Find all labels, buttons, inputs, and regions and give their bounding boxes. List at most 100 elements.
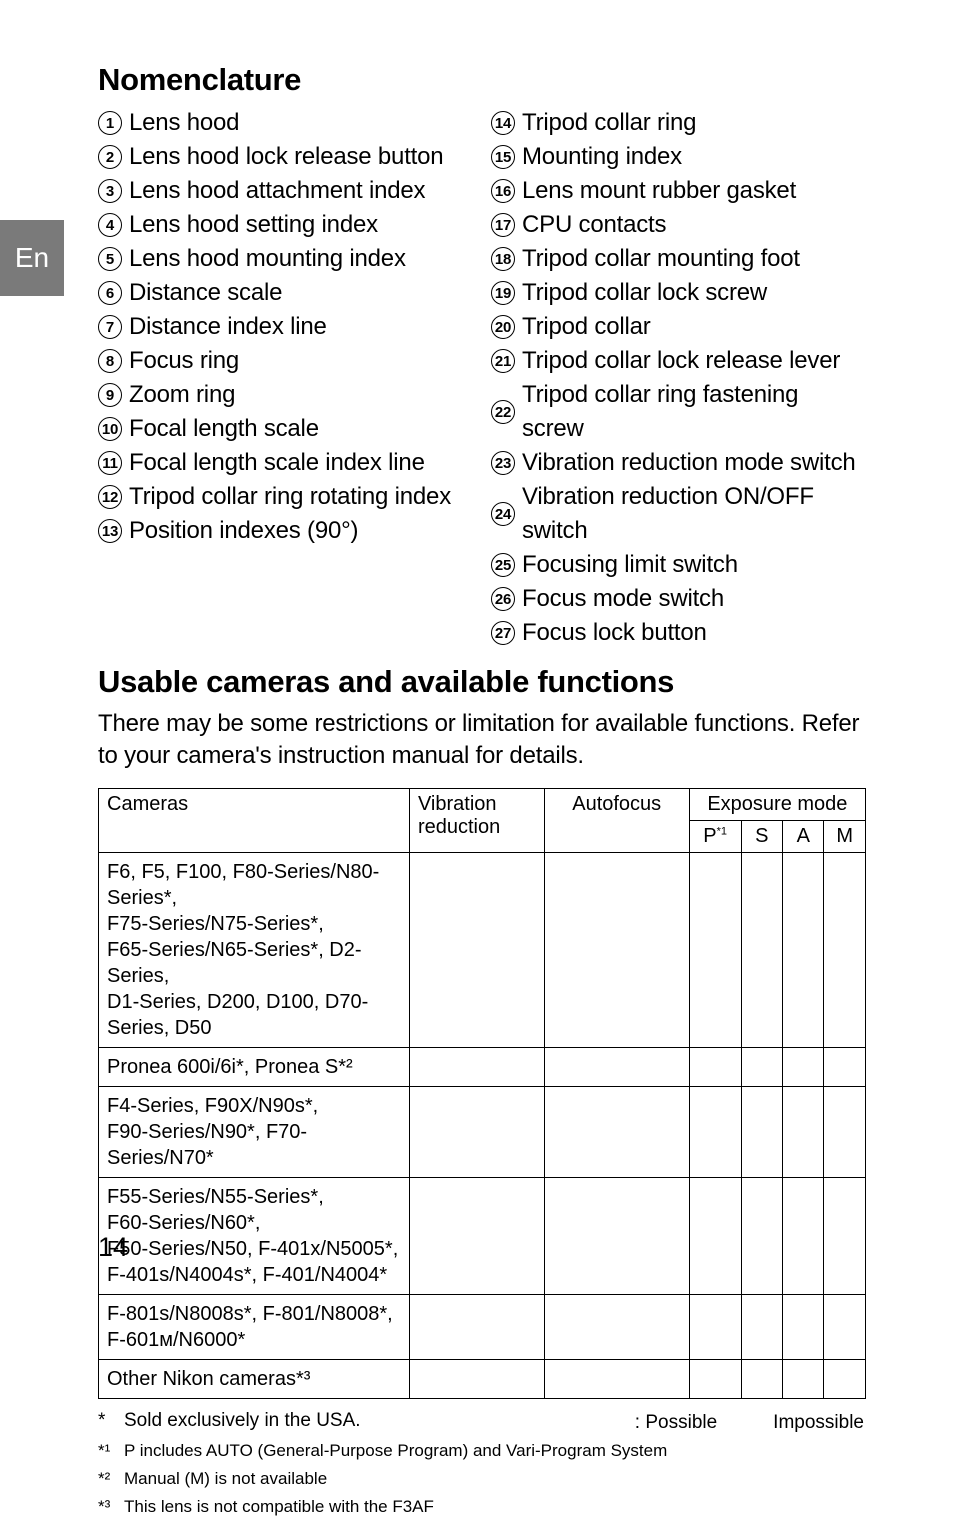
usable-intro: There may be some restrictions or limita…	[98, 708, 866, 772]
nomenclature-label: CPU contacts	[522, 208, 666, 242]
circled-number-icon: 26	[491, 587, 515, 611]
empty-cell	[689, 1087, 741, 1178]
nomenclature-label: Distance index line	[129, 310, 327, 344]
nomenclature-item: 15 Mounting index	[491, 140, 866, 174]
table-row: Pronea 600i/6i*, Pronea S*²	[99, 1048, 866, 1087]
col-p: P*1	[689, 821, 741, 853]
table-row: Other Nikon cameras*³	[99, 1360, 866, 1399]
circled-number-icon: 20	[491, 315, 515, 339]
nomenclature-item: 12 Tripod collar ring rotating index	[98, 480, 473, 514]
nomenclature-item: 9Zoom ring	[98, 378, 473, 412]
language-tab: En	[0, 220, 64, 296]
empty-cell	[544, 1087, 689, 1178]
nomenclature-label: Tripod collar ring fastening screw	[522, 378, 866, 446]
nomenclature-item: 24Vibration reduction ON/OFF switch	[491, 480, 866, 548]
circled-number-icon: 21	[491, 349, 515, 373]
footnote-3: *³ This lens is not compatible with the …	[98, 1493, 866, 1521]
camera-cell: Other Nikon cameras*³	[99, 1360, 410, 1399]
table-row: F4-Series, F90X/N90s*,F90-Series/N90*, F…	[99, 1087, 866, 1178]
empty-cell	[783, 1178, 824, 1295]
circled-number-icon: 14	[491, 111, 515, 135]
nomenclature-item: 20 Tripod collar	[491, 310, 866, 344]
empty-cell	[544, 1178, 689, 1295]
empty-cell	[783, 1087, 824, 1178]
empty-cell	[409, 1295, 544, 1360]
nomenclature-item: 23Vibration reduction mode switch	[491, 446, 866, 480]
page-number: 14	[98, 1232, 128, 1263]
nomenclature-item: 4Lens hood setting index	[98, 208, 473, 242]
empty-cell	[409, 1087, 544, 1178]
empty-cell	[783, 1048, 824, 1087]
footnote-2: *² Manual (M) is not available	[98, 1465, 866, 1493]
empty-cell	[741, 1087, 782, 1178]
empty-cell	[689, 1178, 741, 1295]
empty-cell	[544, 853, 689, 1048]
empty-cell	[544, 1360, 689, 1399]
nomenclature-label: Lens hood lock release button	[129, 140, 443, 174]
empty-cell	[409, 853, 544, 1048]
empty-cell	[689, 1360, 741, 1399]
nomenclature-label: Tripod collar ring rotating index	[129, 480, 451, 514]
col-s: S	[741, 821, 782, 853]
circled-number-icon: 12	[98, 485, 122, 509]
circled-number-icon: 2	[98, 145, 122, 169]
nomenclature-label: Tripod collar lock screw	[522, 276, 767, 310]
nomenclature-item: 8 Focus ring	[98, 344, 473, 378]
circled-number-icon: 23	[491, 451, 515, 475]
nomenclature-left-column: 1Lens hood2Lens hood lock release button…	[98, 106, 473, 650]
empty-cell	[824, 1295, 866, 1360]
nomenclature-label: Mounting index	[522, 140, 682, 174]
camera-cell: F55-Series/N55-Series*,F60-Series/N60*,F…	[99, 1178, 410, 1295]
nomenclature-item: 27Focus lock button	[491, 616, 866, 650]
camera-cell: F-801s/N8008s*, F-801/N8008*,F-601ᴍ/N600…	[99, 1295, 410, 1360]
empty-cell	[741, 1178, 782, 1295]
nomenclature-label: Focal length scale	[129, 412, 319, 446]
empty-cell	[689, 1295, 741, 1360]
nomenclature-label: Lens hood attachment index	[129, 174, 425, 208]
camera-cell: F4-Series, F90X/N90s*,F90-Series/N90*, F…	[99, 1087, 410, 1178]
circled-number-icon: 18	[491, 247, 515, 271]
footnote-1: *¹ P includes AUTO (General-Purpose Prog…	[98, 1437, 866, 1465]
nomenclature-item: 7Distance index line	[98, 310, 473, 344]
circled-number-icon: 8	[98, 349, 122, 373]
empty-cell	[783, 1360, 824, 1399]
nomenclature-label: Vibration reduction ON/OFF switch	[522, 480, 866, 548]
nomenclature-item: 19 Tripod collar lock screw	[491, 276, 866, 310]
circled-number-icon: 19	[491, 281, 515, 305]
circled-number-icon: 13	[98, 519, 122, 543]
empty-cell	[544, 1295, 689, 1360]
col-exposure: Exposure mode	[689, 789, 865, 821]
compatibility-table: Cameras Vibration reduction Autofocus Ex…	[98, 788, 866, 1399]
table-row: F55-Series/N55-Series*,F60-Series/N60*,F…	[99, 1178, 866, 1295]
circled-number-icon: 15	[491, 145, 515, 169]
nomenclature-item: 6Distance scale	[98, 276, 473, 310]
camera-cell: Pronea 600i/6i*, Pronea S*²	[99, 1048, 410, 1087]
nomenclature-item: 26Focus mode switch	[491, 582, 866, 616]
legend-possible: : Possible	[635, 1409, 717, 1437]
nomenclature-item: 21Tripod collar lock release lever	[491, 344, 866, 378]
empty-cell	[824, 1360, 866, 1399]
circled-number-icon: 16	[491, 179, 515, 203]
circled-number-icon: 6	[98, 281, 122, 305]
col-a: A	[783, 821, 824, 853]
nomenclature-item: 14Tripod collar ring	[491, 106, 866, 140]
camera-cell: F6, F5, F100, F80-Series/N80-Series*,F75…	[99, 853, 410, 1048]
circled-number-icon: 10	[98, 417, 122, 441]
nomenclature-label: Focus ring	[129, 344, 239, 378]
page-content: Nomenclature 1Lens hood2Lens hood lock r…	[0, 0, 954, 1521]
nomenclature-label: Focusing limit switch	[522, 548, 738, 582]
empty-cell	[824, 1048, 866, 1087]
nomenclature-label: Tripod collar	[522, 310, 651, 344]
legend-impossible: Impossible	[773, 1409, 864, 1437]
circled-number-icon: 17	[491, 213, 515, 237]
empty-cell	[824, 1087, 866, 1178]
nomenclature-item: 10 Focal length scale	[98, 412, 473, 446]
nomenclature-item: 5Lens hood mounting index	[98, 242, 473, 276]
nomenclature-item: 16Lens mount rubber gasket	[491, 174, 866, 208]
nomenclature-heading: Nomenclature	[98, 62, 866, 98]
col-vr: Vibration reduction	[409, 789, 544, 853]
usable-heading: Usable cameras and available functions	[98, 664, 866, 700]
empty-cell	[741, 1048, 782, 1087]
empty-cell	[409, 1178, 544, 1295]
nomenclature-columns: 1Lens hood2Lens hood lock release button…	[98, 106, 866, 650]
